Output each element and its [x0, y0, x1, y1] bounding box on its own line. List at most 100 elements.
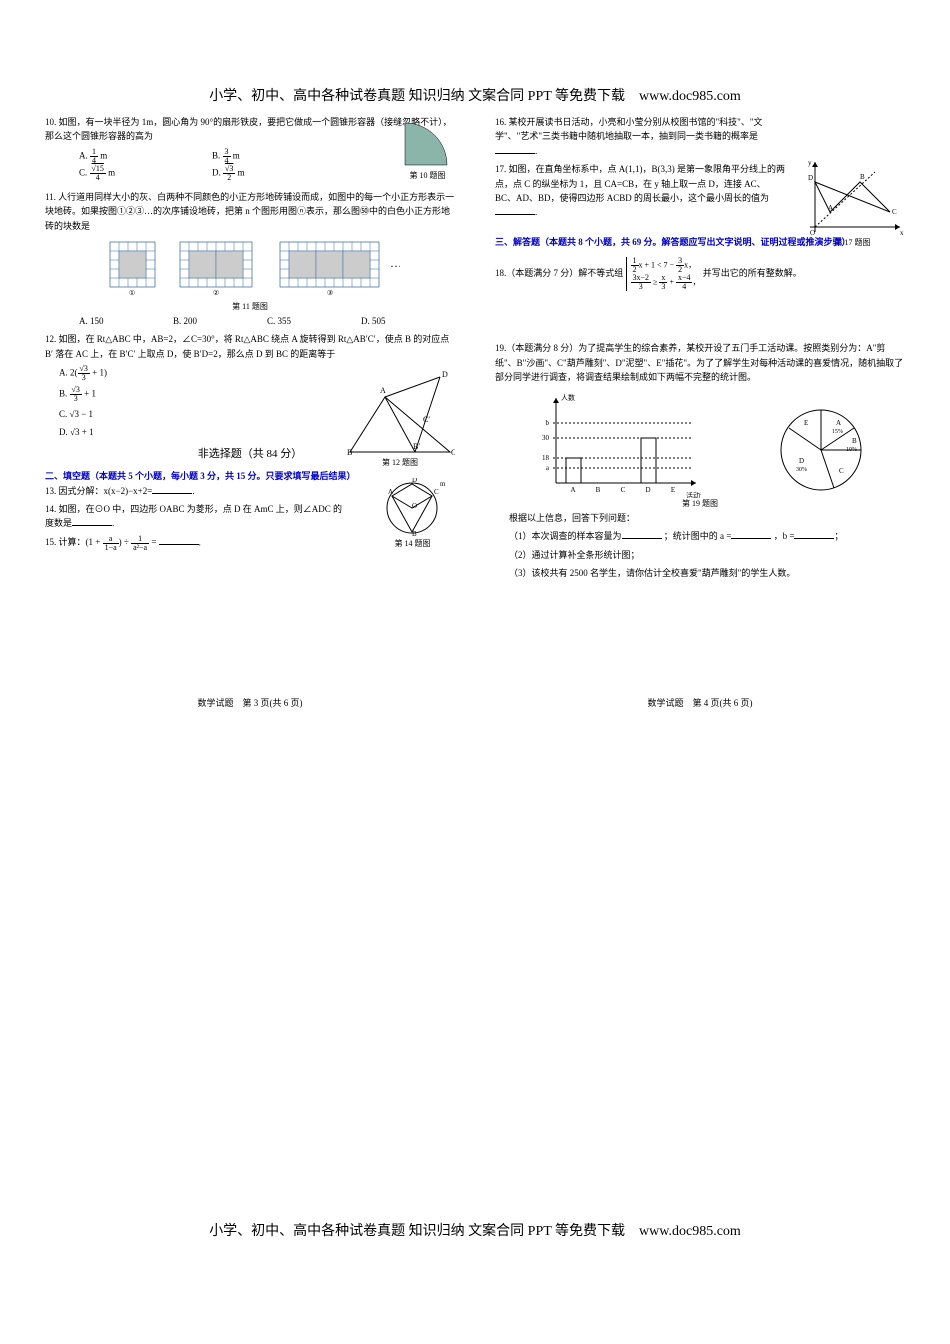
q15-text: 15. 计算：(1 + a1−a) ÷ 1a²−a =: [45, 537, 159, 547]
q16-text: 16. 某校开展读书日活动，小亮和小莹分别从校图书馆的"科技"、"文学"、"艺术…: [495, 117, 763, 141]
svg-text:a: a: [546, 464, 550, 472]
svg-text:C: C: [434, 488, 439, 496]
svg-text:C′: C′: [423, 415, 430, 424]
svg-text:C: C: [451, 448, 455, 457]
svg-text:O: O: [412, 502, 417, 510]
q19-blank2: [731, 529, 771, 539]
page-footer: 小学、初中、高中各种试卷真题 知识归纳 文案合同 PPT 等免费下载 www.d…: [0, 1220, 950, 1240]
pie-chart: A15% B10% C D30% E: [774, 403, 869, 498]
q19-text: 19.（本题满分 8 分）为了提高学生的综合素养，某校开设了五门手工活动课。按照…: [495, 343, 903, 382]
inequality-system: 12x + 1 < 7 − 32x， 3x−23 ≥ x3 + x−44，: [626, 257, 701, 291]
content-area: 10. 如图，有一块半径为 1m，圆心角为 90°的扇形铁皮，要把它做成一个圆锥…: [45, 115, 905, 710]
q12-opt-b: B. √33 + 1: [59, 386, 225, 403]
q13-text: 13. 因式分解：x(x−2)−x+2=: [45, 486, 152, 496]
svg-text:A: A: [380, 386, 386, 395]
svg-text:B: B: [596, 486, 601, 494]
q19-sub3: （2）通过计算补全条形统计图；: [495, 548, 905, 562]
q19-fig-label: 第 19 题图: [495, 498, 905, 511]
svg-text:B′: B′: [413, 442, 420, 451]
q12-options: A. 2(√33 + 1) B. √33 + 1 C. √3 − 1 D. √3…: [45, 365, 225, 440]
q11-figure: … ① ② ③: [100, 237, 400, 297]
question-13: 13. 因式分解：x(x−2)−x+2=. O A C B D m 第 14 题…: [45, 484, 455, 498]
svg-text:D: D: [412, 478, 417, 484]
q18b-text: 并写出它的所有整数解。: [703, 268, 802, 278]
q15-blank: [159, 535, 199, 545]
page-number-3: 数学试题 第 3 页(共 6 页): [45, 696, 455, 710]
question-12: 12. 如图，在 Rt△ABC 中，AB=2，∠C=30°，将 Rt△ABC 绕…: [45, 332, 455, 361]
q11-options: A. 150 B. 200 C. 355 D. 505: [65, 314, 455, 328]
svg-text:10%: 10%: [846, 447, 857, 453]
question-11: 11. 人行道用同样大小的灰、白两种不同颜色的小正方形地砖铺设而成，如图中的每一…: [45, 190, 455, 233]
q14-blank: [72, 516, 112, 526]
q19-blank3: [794, 529, 834, 539]
svg-text:D: D: [646, 486, 651, 494]
question-17: 17. 如图，在直角坐标系中，点 A(1,1)，B(3,3) 是第一象限角平分线…: [495, 162, 785, 220]
svg-text:C: C: [892, 208, 897, 216]
right-column: 16. 某校开展读书日活动，小亮和小莹分别从校图书馆的"科技"、"文学"、"艺术…: [495, 115, 905, 710]
q11-text: 11. 人行道用同样大小的灰、白两种不同颜色的小正方形地砖铺设而成，如图中的每一…: [45, 192, 454, 231]
triangle-icon: B C A B′ C′ D: [345, 367, 455, 457]
svg-text:m: m: [440, 480, 446, 488]
svg-text:A: A: [571, 486, 576, 494]
left-column: 10. 如图，有一块半径为 1m，圆心角为 90°的扇形铁皮，要把它做成一个圆锥…: [45, 115, 455, 710]
svg-text:A: A: [828, 204, 833, 212]
svg-text:C: C: [621, 486, 626, 494]
q16-blank: [495, 144, 535, 154]
q12-text: 12. 如图，在 Rt△ABC 中，AB=2，∠C=30°，将 Rt△ABC 绕…: [45, 334, 449, 358]
svg-text:A: A: [836, 419, 841, 427]
q12-opt-a: A. 2(√33 + 1): [59, 365, 225, 382]
q10-text: 10. 如图，有一块半径为 1m，圆心角为 90°的扇形铁皮，要把它做成一个圆锥…: [45, 117, 452, 141]
svg-text:①: ①: [129, 289, 135, 297]
q19-charts: 人数 b 30 18 a A B C D E 活动课类别: [495, 388, 905, 498]
q10-fig-label: 第 10 题图: [400, 170, 455, 183]
bar-chart: 人数 b 30 18 a A B C D E 活动课类别: [531, 388, 701, 498]
q10-opt-c: C. √154 m: [79, 165, 212, 182]
svg-text:y: y: [808, 159, 812, 167]
q13-blank: [152, 484, 192, 494]
svg-text:…: …: [390, 256, 400, 270]
q12-opt-d: D. √3 + 1: [59, 425, 225, 439]
q10-options: A. 14 m B. 34 m C. √154 m D. √32 m: [65, 148, 345, 182]
q11-opt-d: D. 505: [361, 314, 455, 328]
q10-opt-d: D. √32 m: [212, 165, 345, 182]
svg-text:E: E: [804, 419, 808, 427]
q18-text: 18.（本题满分 7 分）解不等式组: [495, 268, 623, 278]
svg-text:③: ③: [327, 289, 333, 297]
svg-text:30: 30: [542, 434, 550, 442]
q11-opt-c: C. 355: [267, 314, 361, 328]
sector-icon: [400, 115, 455, 170]
svg-text:B: B: [860, 173, 865, 181]
section-3-title: 三、解答题（本题共 8 个小题，共 69 分。解答题应写出文字说明、证明过程或推…: [495, 235, 905, 249]
question-14: 14. 如图，在⊙O 中，四边形 OABC 为菱形，点 D 在 AmC 上，则∠…: [45, 502, 345, 531]
q10-opt-a: A. 14 m: [79, 148, 212, 165]
q19-blank1: [622, 529, 662, 539]
question-19: 19.（本题满分 8 分）为了提高学生的综合素养，某校开设了五门手工活动课。按照…: [495, 341, 905, 384]
q11-fig-label: 第 11 题图: [45, 301, 455, 314]
q12-opt-c: C. √3 − 1: [59, 407, 225, 421]
page-number-4: 数学试题 第 4 页(共 6 页): [495, 696, 905, 710]
q10-figure: 第 10 题图: [400, 115, 455, 183]
q17-text: 17. 如图，在直角坐标系中，点 A(1,1)，B(3,3) 是第一象限角平分线…: [495, 164, 785, 203]
coord-icon: A B C D O x y: [800, 157, 905, 237]
q11-opt-b: B. 200: [173, 314, 267, 328]
svg-text:B: B: [347, 448, 352, 457]
svg-text:C: C: [839, 467, 844, 475]
svg-text:A: A: [388, 488, 393, 496]
q12-figure: B C A B′ C′ D 第 12 题图: [345, 367, 455, 470]
q17-blank: [495, 205, 535, 215]
svg-text:B: B: [852, 437, 857, 445]
q10-opt-b: B. 34 m: [212, 148, 345, 165]
q19-sub2: （1）本次调查的样本容量为 ；统计图中的 a = ，b =；: [495, 529, 905, 543]
svg-text:人数: 人数: [561, 393, 575, 402]
page-header: 小学、初中、高中各种试卷真题 知识归纳 文案合同 PPT 等免费下载 www.d…: [0, 85, 950, 105]
svg-text:E: E: [671, 486, 675, 494]
question-16: 16. 某校开展读书日活动，小亮和小莹分别从校图书馆的"科技"、"文学"、"艺术…: [495, 115, 795, 158]
svg-text:②: ②: [213, 289, 219, 297]
q11-opt-a: A. 150: [79, 314, 173, 328]
svg-text:D: D: [442, 370, 448, 379]
q19-sub4: （3）该校共有 2500 名学生，请你估计全校喜爱"葫芦雕刻"的学生人数。: [495, 566, 905, 580]
svg-text:30%: 30%: [796, 467, 807, 473]
question-18: 18.（本题满分 7 分）解不等式组 12x + 1 < 7 − 32x， 3x…: [495, 257, 905, 291]
svg-text:活动课类别: 活动课类别: [686, 491, 701, 498]
svg-text:D: D: [808, 174, 813, 182]
